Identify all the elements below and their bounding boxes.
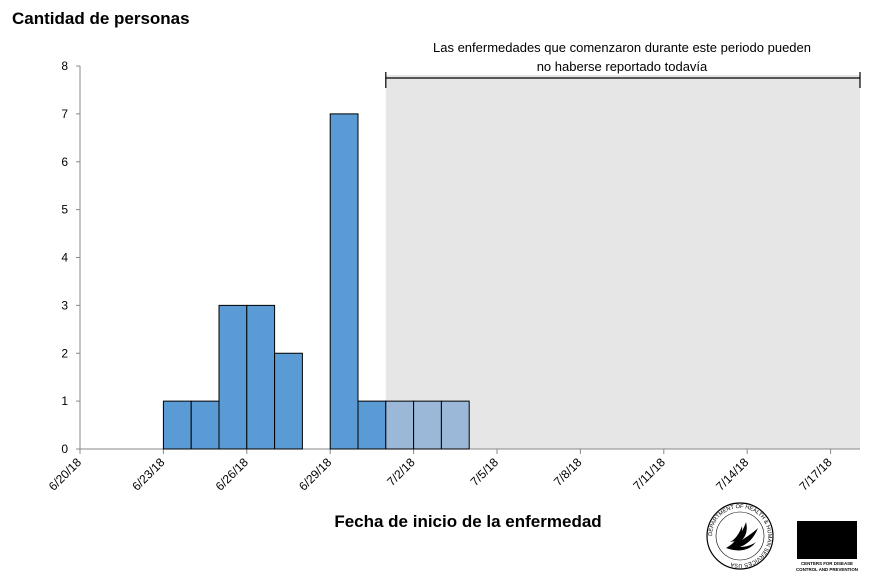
bars [162, 113, 470, 450]
x-tick-label: 6/29/18 [296, 455, 334, 493]
annotation-line-1: Las enfermedades que comenzaron durante … [433, 40, 811, 55]
x-tick-label: 7/11/18 [630, 455, 668, 493]
y-tick-label: 6 [61, 155, 68, 169]
x-tick-label: 7/14/18 [713, 455, 751, 493]
y-axis-title: Cantidad de personas [12, 9, 190, 28]
x-tick-label: 6/26/18 [213, 455, 251, 493]
annotation-line-2: no haberse reportado todavía [537, 59, 708, 74]
y-tick-label: 4 [61, 251, 68, 265]
cdc-logo: CDC CENTERS FOR DISEASE CONTROL AND PREV… [796, 521, 858, 572]
annotation-bracket [385, 72, 861, 88]
bar [246, 304, 276, 450]
bar [329, 113, 359, 450]
y-tick-label: 1 [61, 394, 68, 408]
x-tick-label: 7/8/18 [551, 455, 585, 489]
shade-region [385, 75, 860, 449]
y-tick-label: 8 [61, 59, 68, 73]
bar [274, 352, 303, 450]
cdc-logo-text: CDC [801, 529, 853, 556]
bar [218, 304, 248, 450]
x-tick-label: 7/5/18 [468, 455, 502, 489]
bar [162, 400, 192, 450]
y-tick-label: 3 [61, 298, 68, 312]
bar [413, 400, 442, 450]
x-axis-title: Fecha de inicio de la enfermedad [334, 512, 601, 531]
bar [385, 400, 415, 450]
unreported-period-shade [385, 75, 860, 449]
x-tick-label: 7/17/18 [797, 455, 835, 493]
bar [190, 400, 220, 450]
cdc-subtitle-2: CONTROL AND PREVENTION [796, 567, 858, 572]
y-tick-label: 2 [61, 346, 68, 360]
y-tick-label: 5 [61, 203, 68, 217]
x-tick-label: 7/2/18 [384, 455, 418, 489]
y-tick-label: 0 [61, 442, 68, 456]
x-tick-label: 6/20/18 [46, 455, 84, 493]
hhs-eagle-icon [726, 522, 758, 551]
hhs-logo: DEPARTMENT OF HEALTH & HUMAN SERVICES US… [706, 502, 774, 570]
y-tick-label: 7 [61, 107, 68, 121]
x-tick-label: 6/23/18 [129, 455, 167, 493]
bar [440, 400, 470, 450]
cdc-subtitle-1: CENTERS FOR DISEASE [801, 561, 853, 566]
bar [357, 400, 387, 450]
